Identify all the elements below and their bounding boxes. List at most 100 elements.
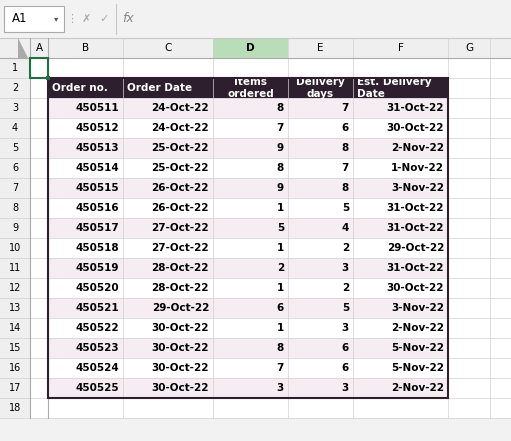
Bar — [30, 118, 48, 138]
Text: 12: 12 — [9, 283, 21, 293]
Text: 2-Nov-22: 2-Nov-22 — [391, 323, 444, 333]
Bar — [448, 38, 490, 58]
Bar — [30, 158, 48, 178]
Text: Delivery
days: Delivery days — [296, 78, 345, 99]
Text: E: E — [317, 43, 324, 53]
Bar — [48, 338, 448, 358]
Text: 3-Nov-22: 3-Nov-22 — [391, 303, 444, 313]
Bar — [30, 378, 48, 398]
Bar — [30, 358, 48, 378]
Bar — [48, 398, 448, 418]
Text: C: C — [165, 43, 172, 53]
Bar — [0, 378, 48, 398]
Text: 6: 6 — [342, 343, 349, 353]
Bar — [30, 258, 48, 278]
Bar — [0, 98, 48, 118]
Bar — [448, 138, 490, 158]
Text: 1: 1 — [277, 283, 284, 293]
Text: 16: 16 — [9, 363, 21, 373]
Bar — [448, 218, 490, 238]
Text: 450525: 450525 — [76, 383, 119, 393]
Text: Order no.: Order no. — [52, 83, 108, 93]
Bar — [123, 38, 213, 58]
Text: 8: 8 — [342, 183, 349, 193]
Text: 1: 1 — [277, 323, 284, 333]
Text: 5: 5 — [277, 223, 284, 233]
Text: 31-Oct-22: 31-Oct-22 — [386, 263, 444, 273]
Text: 7: 7 — [276, 123, 284, 133]
Bar — [0, 198, 48, 218]
Bar — [213, 38, 288, 58]
Bar — [448, 58, 490, 78]
Bar — [48, 198, 448, 218]
Text: B: B — [82, 43, 89, 53]
Bar — [48, 318, 448, 338]
Text: 9: 9 — [12, 223, 18, 233]
Bar — [0, 238, 48, 258]
Text: ⋮: ⋮ — [66, 14, 78, 24]
Text: 24-Oct-22: 24-Oct-22 — [151, 123, 209, 133]
Text: 5: 5 — [12, 143, 18, 153]
Text: 1-Nov-22: 1-Nov-22 — [391, 163, 444, 173]
Bar — [0, 38, 511, 418]
Text: A: A — [35, 43, 42, 53]
Bar — [48, 218, 448, 238]
Bar — [0, 138, 48, 158]
Bar — [0, 38, 511, 58]
Text: 2: 2 — [277, 263, 284, 273]
Bar — [48, 358, 448, 378]
Text: 27-Oct-22: 27-Oct-22 — [151, 243, 209, 253]
Bar — [48, 298, 448, 318]
Text: 11: 11 — [9, 263, 21, 273]
Bar — [48, 258, 448, 278]
Text: 8: 8 — [342, 143, 349, 153]
Text: D: D — [246, 43, 255, 53]
Text: 450515: 450515 — [76, 183, 119, 193]
Text: 31-Oct-22: 31-Oct-22 — [386, 223, 444, 233]
Bar — [448, 118, 490, 138]
Text: 7: 7 — [342, 163, 349, 173]
Text: 3-Nov-22: 3-Nov-22 — [391, 183, 444, 193]
Bar — [288, 38, 353, 58]
Bar — [448, 178, 490, 198]
Text: 1: 1 — [12, 63, 18, 73]
Text: 30-Oct-22: 30-Oct-22 — [151, 363, 209, 373]
Text: ▾: ▾ — [54, 15, 58, 23]
Bar — [48, 378, 448, 398]
Text: 450523: 450523 — [76, 343, 119, 353]
Text: 3: 3 — [342, 383, 349, 393]
Text: 3: 3 — [342, 323, 349, 333]
Bar — [448, 198, 490, 218]
Text: 10: 10 — [9, 243, 21, 253]
Text: 450514: 450514 — [75, 163, 119, 173]
Bar — [48, 238, 448, 258]
Text: 30-Oct-22: 30-Oct-22 — [151, 383, 209, 393]
Text: 4: 4 — [342, 223, 349, 233]
Bar — [0, 78, 48, 98]
Text: 450524: 450524 — [75, 363, 119, 373]
Bar — [448, 98, 490, 118]
Text: 28-Oct-22: 28-Oct-22 — [151, 283, 209, 293]
Text: 450522: 450522 — [76, 323, 119, 333]
Bar — [30, 198, 48, 218]
Text: 3: 3 — [277, 383, 284, 393]
Bar — [448, 278, 490, 298]
Text: 8: 8 — [277, 343, 284, 353]
Bar — [0, 258, 48, 278]
Bar — [48, 178, 448, 198]
Bar — [30, 138, 48, 158]
Bar — [30, 318, 48, 338]
Text: 17: 17 — [9, 383, 21, 393]
Text: 2-Nov-22: 2-Nov-22 — [391, 383, 444, 393]
Text: 7: 7 — [276, 363, 284, 373]
Text: 450517: 450517 — [75, 223, 119, 233]
Bar — [30, 238, 48, 258]
Text: 8: 8 — [277, 103, 284, 113]
Bar — [0, 338, 48, 358]
Bar — [46, 76, 50, 80]
Text: 450521: 450521 — [76, 303, 119, 313]
Text: 450513: 450513 — [76, 143, 119, 153]
Bar — [448, 378, 490, 398]
Polygon shape — [18, 38, 28, 58]
Bar — [48, 138, 448, 158]
